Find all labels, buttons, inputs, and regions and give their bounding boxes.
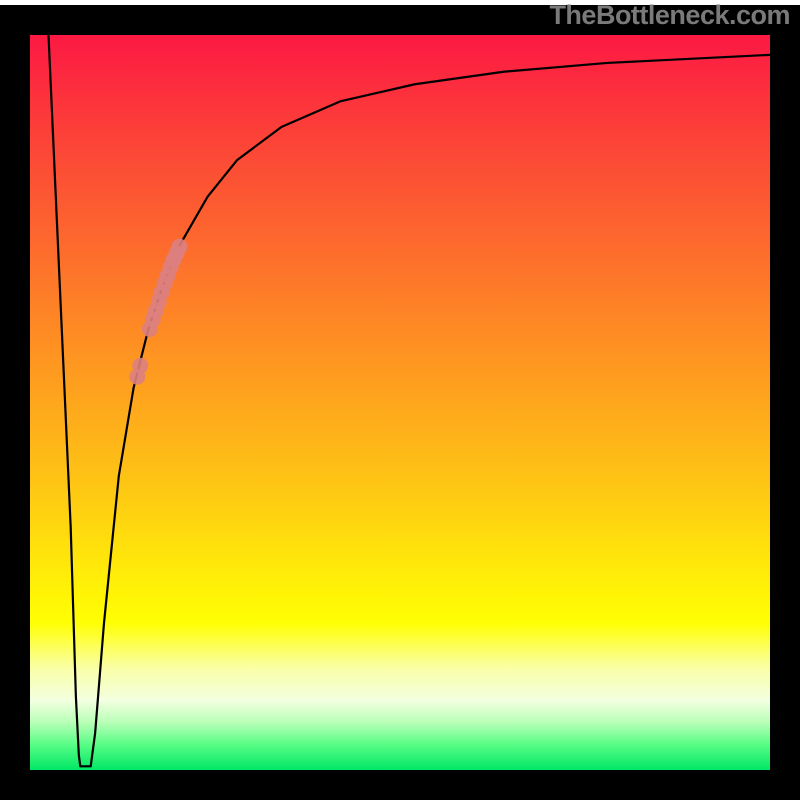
plot-background — [30, 35, 770, 770]
chart-container: { "watermark": { "text": "TheBottleneck.… — [0, 0, 800, 800]
data-marker — [171, 239, 187, 255]
watermark-text: TheBottleneck.com — [549, 0, 790, 31]
data-marker — [132, 358, 148, 374]
bottleneck-chart — [0, 0, 800, 800]
